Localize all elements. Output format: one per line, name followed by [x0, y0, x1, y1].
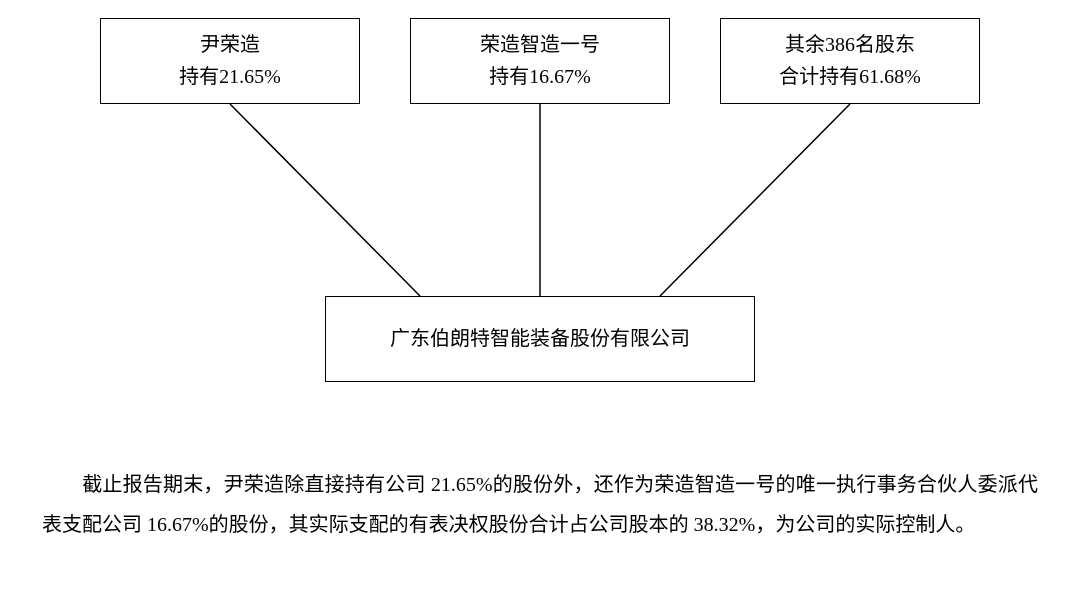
- shareholder-box-3: 其余386名股东 合计持有61.68%: [720, 18, 980, 104]
- shareholder-holding-3: 合计持有61.68%: [779, 61, 921, 93]
- company-name: 广东伯朗特智能装备股份有限公司: [390, 323, 690, 355]
- company-box: 广东伯朗特智能装备股份有限公司: [325, 296, 755, 382]
- shareholder-box-1: 尹荣造 持有21.65%: [100, 18, 360, 104]
- shareholder-name-1: 尹荣造: [200, 29, 260, 61]
- shareholder-holding-1: 持有21.65%: [179, 61, 281, 93]
- edge-line: [660, 104, 850, 296]
- shareholder-holding-2: 持有16.67%: [489, 61, 591, 93]
- shareholder-name-3: 其余386名股东: [785, 29, 915, 61]
- edge-line: [230, 104, 420, 296]
- shareholder-name-2: 荣造智造一号: [480, 29, 600, 61]
- description-text: 截止报告期末，尹荣造除直接持有公司 21.65%的股份外，还作为荣造智造一号的唯…: [42, 474, 1038, 536]
- shareholder-box-2: 荣造智造一号 持有16.67%: [410, 18, 670, 104]
- description-paragraph: 截止报告期末，尹荣造除直接持有公司 21.65%的股份外，还作为荣造智造一号的唯…: [42, 465, 1038, 545]
